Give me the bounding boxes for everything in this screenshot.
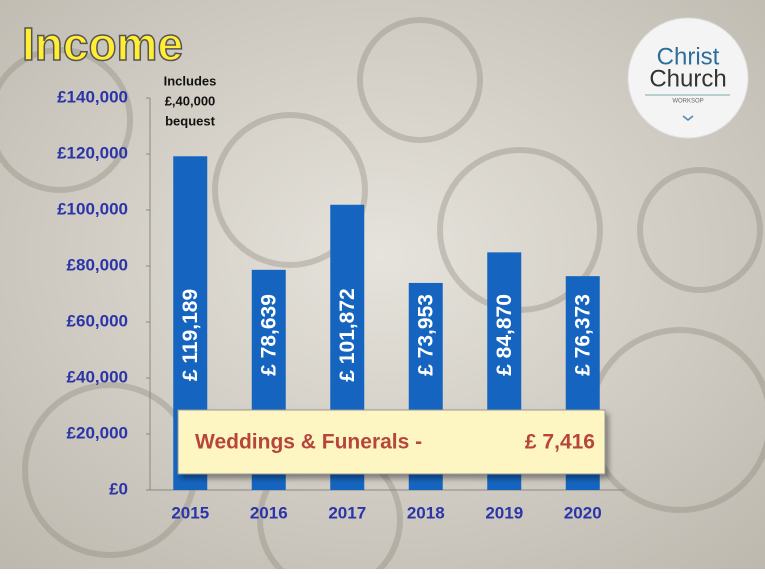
callout-label: Weddings & Funerals - [195, 431, 422, 454]
annotation: Includes £,40,000 bequest [164, 73, 217, 128]
x-tick-label: 2018 [407, 503, 445, 522]
y-tick-label: £80,000 [67, 255, 128, 274]
value-label: £ 73,953 [414, 294, 437, 376]
logo: Christ Church WORKSOP [628, 18, 748, 138]
y-tick-label: £60,000 [67, 311, 128, 330]
annotation-line: bequest [165, 113, 216, 128]
value-label: £ 76,373 [571, 294, 594, 376]
annotation-line: Includes [164, 73, 217, 88]
value-label: £ 119,189 [179, 289, 202, 381]
logo-text: Church [649, 65, 726, 92]
x-tick-label: 2020 [564, 503, 602, 522]
x-tick-label: 2015 [171, 503, 209, 522]
value-label: £ 84,870 [493, 294, 516, 376]
x-tick-label: 2017 [328, 503, 366, 522]
chart-title: Income [22, 18, 183, 70]
value-label: £ 78,639 [257, 294, 280, 376]
value-label: £ 101,872 [336, 288, 359, 381]
y-tick-label: £140,000 [57, 87, 128, 106]
x-tick-label: 2016 [250, 503, 288, 522]
y-tick-label: £40,000 [67, 367, 128, 386]
logo-text: WORKSOP [672, 99, 703, 105]
callout: Weddings & Funerals - £ 7,416 [178, 410, 605, 474]
y-tick-label: £0 [109, 479, 128, 498]
x-tick-label: 2019 [485, 503, 523, 522]
y-tick-label: £120,000 [57, 143, 128, 162]
callout-amount: £ 7,416 [525, 431, 595, 454]
y-tick-label: £20,000 [67, 423, 128, 442]
chart: Income Christ Church WORKSOP Includes £,… [0, 0, 765, 569]
annotation-line: £,40,000 [165, 93, 216, 108]
y-tick-label: £100,000 [57, 199, 128, 218]
